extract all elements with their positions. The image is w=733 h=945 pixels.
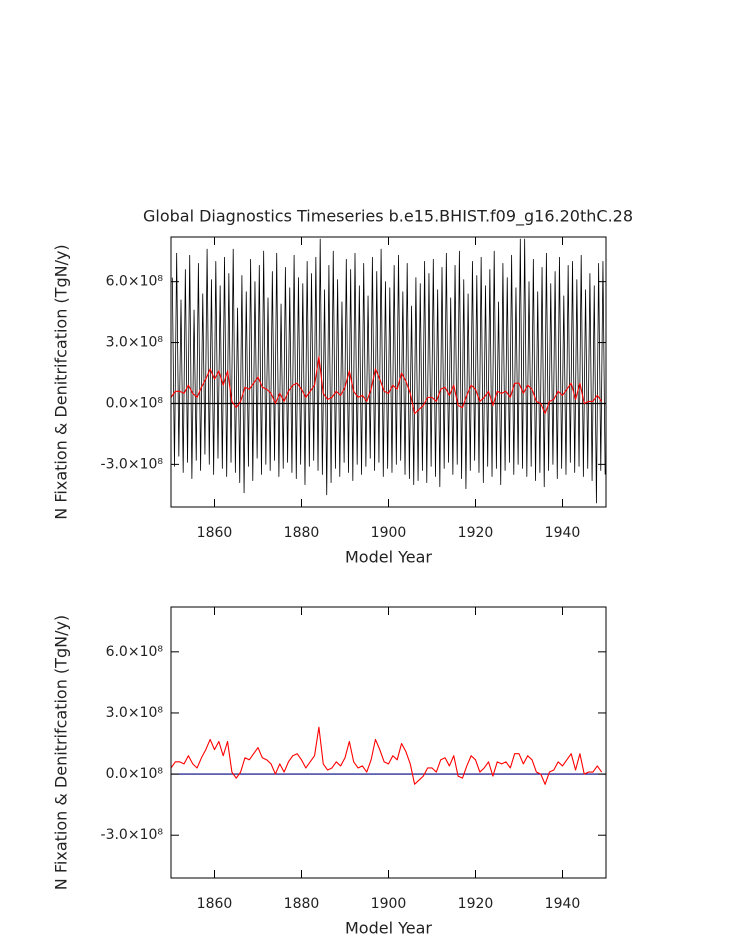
plot-frame [170,236,607,508]
x-tick-label: 1880 [284,896,320,912]
x-tick-label: 1860 [197,896,233,912]
y-tick-label: 3.0×10⁸ [106,335,164,351]
x-tick-label: 1900 [371,896,407,912]
x-tick-label: 1880 [284,525,320,541]
x-tick-label: 1900 [371,525,407,541]
y-axis-label: N Fixation & Denitrifcation (TgN/y) [52,615,71,890]
y-tick-label: -3.0×10⁸ [101,456,164,472]
x-tick-label: 1860 [197,525,233,541]
y-tick-label: 0.0×10⁸ [106,395,164,411]
y-tick-label: 6.0×10⁸ [106,274,164,290]
y-tick-label: 3.0×10⁸ [106,705,164,721]
y-tick-label: 0.0×10⁸ [106,766,164,782]
x-axis-label: Model Year [345,548,432,567]
x-tick-label: 1920 [458,525,494,541]
chart-title: Global Diagnostics Timeseries b.e15.BHIS… [143,207,633,227]
x-tick-label: 1940 [545,525,581,541]
y-tick-label: 6.0×10⁸ [106,644,164,660]
data-line [171,238,606,504]
x-tick-label: 1920 [458,896,494,912]
plot-frame [170,606,607,879]
x-axis-label: Model Year [345,919,432,938]
y-axis-label: N Fixation & Denitrifcation (TgN/y) [52,244,71,519]
x-tick-label: 1940 [545,896,581,912]
y-tick-label: -3.0×10⁸ [101,827,164,843]
data-line [170,356,603,415]
data-line [170,726,603,785]
